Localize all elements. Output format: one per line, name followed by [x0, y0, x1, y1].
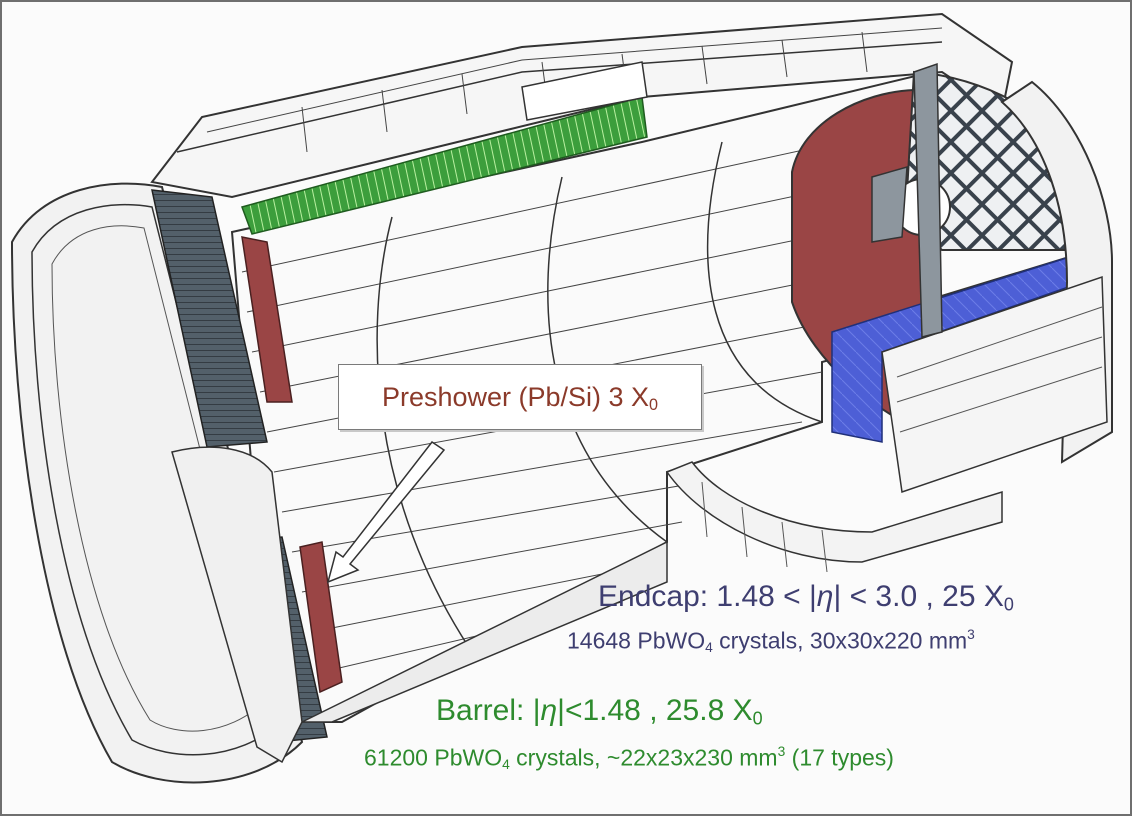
- barrel-detail-c: (17 types): [785, 744, 894, 771]
- preshower-lower: [299, 541, 343, 694]
- barrel-detail-b: crystals, ~22x23x230 mm: [509, 744, 778, 771]
- barrel-detail: 61200 PbWO4 crystals, ~22x23x230 mm3 (17…: [364, 744, 894, 772]
- preshower-label: Preshower (Pb/Si) 3 X0: [338, 364, 702, 430]
- endcap-title-a: Endcap: 1.48 < |: [598, 580, 817, 613]
- endcap-eta: η: [816, 580, 834, 613]
- preshower-upper: [241, 236, 293, 403]
- barrel-title-b: |<1.48 , 25.8 X: [557, 694, 753, 727]
- barrel-detail-sub: 4: [502, 757, 510, 773]
- barrel-detail-sup: 3: [777, 744, 786, 759]
- endcap-detail-sub: 4: [705, 640, 713, 656]
- endcap-detail: 14648 PbWO4 crystals, 30x30x220 mm3: [567, 627, 975, 655]
- endcap-detail-a: 14648 PbWO: [567, 627, 706, 654]
- barrel-crystals-strip: [241, 96, 648, 235]
- endcap-detail-sup: 3: [967, 627, 975, 642]
- endcap-detail-b: crystals, 30x30x220 mm: [712, 627, 968, 654]
- barrel-eta: η: [540, 694, 558, 727]
- barrel-title-a: Barrel: |: [436, 694, 541, 727]
- endcap-title: Endcap: 1.48 < |η| < 3.0 , 25 X0: [598, 580, 1014, 616]
- barrel-detail-a: 61200 PbWO: [364, 744, 503, 771]
- barrel-title: Barrel: |η|<1.48 , 25.8 X0: [436, 694, 763, 730]
- preshower-text: Preshower (Pb/Si) 3 X: [381, 382, 650, 412]
- barrel-title-sub: 0: [752, 708, 763, 729]
- endcap-title-sub: 0: [1003, 594, 1014, 615]
- module-stack-upper: [151, 189, 268, 448]
- preshower-sub: 0: [649, 396, 659, 415]
- endcap-title-b: | < 3.0 , 25 X: [833, 580, 1004, 613]
- preshower-arrow: [326, 440, 446, 584]
